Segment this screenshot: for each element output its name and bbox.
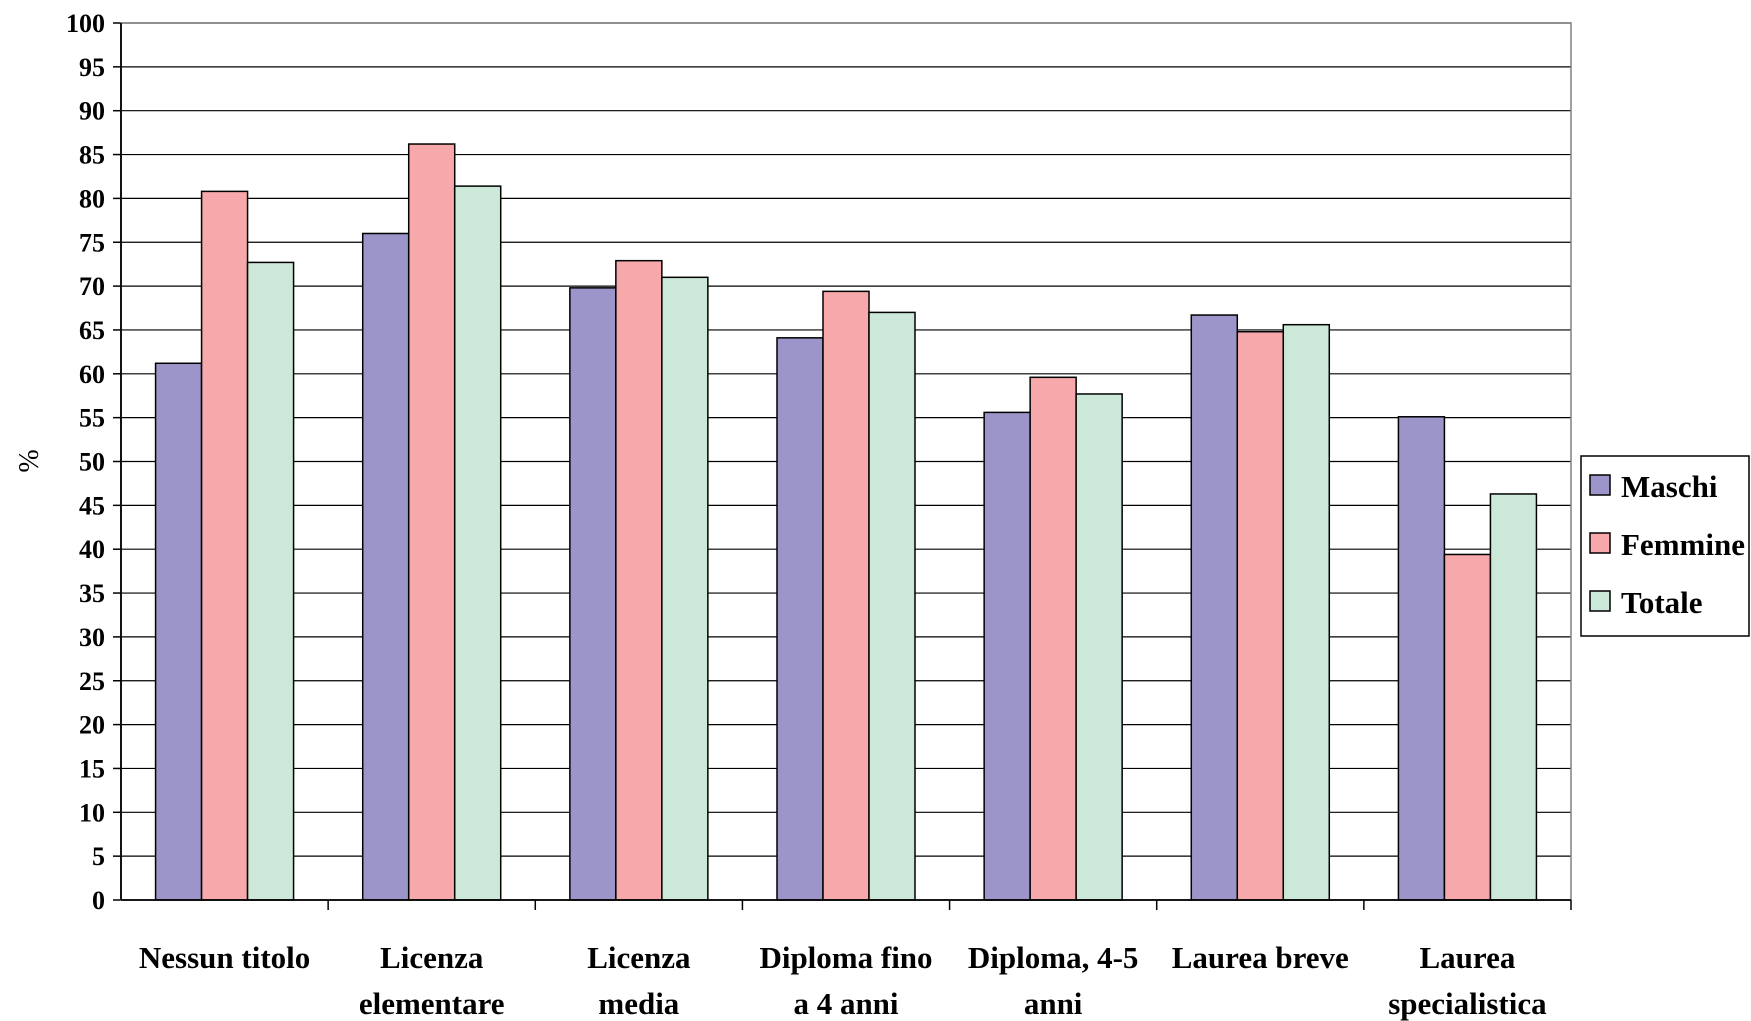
bar-femmine — [407, 143, 456, 901]
y-tick-label: 75 — [79, 228, 105, 257]
bar-maschi — [1397, 416, 1446, 901]
category-label: Licenza elementare — [359, 940, 505, 1021]
y-tick-label: 5 — [92, 842, 105, 871]
bar-totale — [246, 261, 295, 901]
bar-totale — [453, 185, 502, 901]
category-label: Diploma fino a 4 anni — [759, 940, 932, 1021]
y-tick-label: 30 — [79, 623, 105, 652]
y-tick-label: 100 — [66, 9, 105, 38]
category-label: Nessun titolo — [139, 940, 310, 975]
y-tick-label: 0 — [92, 886, 105, 915]
bar-maschi — [776, 337, 824, 901]
legend: Maschi Femmine Totale — [1580, 455, 1750, 637]
y-tick-label: 60 — [79, 360, 105, 389]
category-label: Laurea breve — [1172, 940, 1349, 975]
bar-totale — [1489, 493, 1538, 901]
bar-femmine — [615, 259, 663, 901]
bar-maschi — [983, 411, 1031, 901]
y-tick-label: 45 — [79, 491, 105, 520]
bar-maschi — [154, 362, 203, 901]
y-tick-label: 20 — [79, 711, 105, 740]
y-tick-label: 55 — [79, 404, 105, 433]
y-tick-label: 70 — [79, 272, 105, 301]
bar-femmine — [1443, 553, 1492, 901]
legend-swatch-totale — [1589, 590, 1611, 612]
category-labels: Nessun titolo Licenza elementare Licenza med… — [139, 940, 1547, 1021]
bar-femmine — [1029, 376, 1077, 901]
bar-maschi — [569, 287, 617, 901]
y-tick-label: 90 — [79, 97, 105, 126]
y-tick-label: 40 — [79, 535, 105, 564]
y-tick-labels: 0 5 10 15 20 25 30 35 40 45 50 55 60 65 70 75 80 85 90 95 10… — [66, 9, 105, 915]
bar-femmine — [1236, 330, 1285, 901]
bar-femmine — [822, 290, 870, 901]
y-tick-label: 10 — [79, 798, 105, 827]
y-tick-label: 50 — [79, 448, 105, 477]
y-tick-label: 35 — [79, 579, 105, 608]
y-tick-label: 65 — [79, 316, 105, 345]
bar-femmine — [200, 190, 249, 901]
legend-label-maschi: Maschi — [1621, 469, 1718, 504]
category-label: Licenza media — [587, 940, 691, 1021]
legend-label-femmine: Femmine — [1621, 527, 1745, 562]
y-axis-label: % — [14, 449, 45, 472]
category-label: Diploma, 4-5 anni — [968, 940, 1139, 1021]
y-tick-label: 80 — [79, 184, 105, 213]
bar-totale — [868, 311, 916, 901]
y-tick-label: 95 — [79, 53, 105, 82]
axes — [113, 22, 1572, 910]
bar-maschi — [1190, 314, 1239, 901]
bar-totale — [1075, 393, 1123, 901]
bar-totale — [661, 276, 709, 901]
legend-label-totale: Totale — [1621, 585, 1703, 620]
legend-swatch-femmine — [1589, 532, 1611, 554]
bar-maschi — [361, 232, 410, 901]
y-tick-label: 15 — [79, 754, 105, 783]
y-tick-label: 85 — [79, 141, 105, 170]
legend-swatch-maschi — [1589, 474, 1611, 496]
bar-totale — [1282, 323, 1331, 901]
bars — [154, 143, 1538, 901]
y-tick-label: 25 — [79, 667, 105, 696]
category-label: Laurea specialistica — [1388, 940, 1547, 1021]
